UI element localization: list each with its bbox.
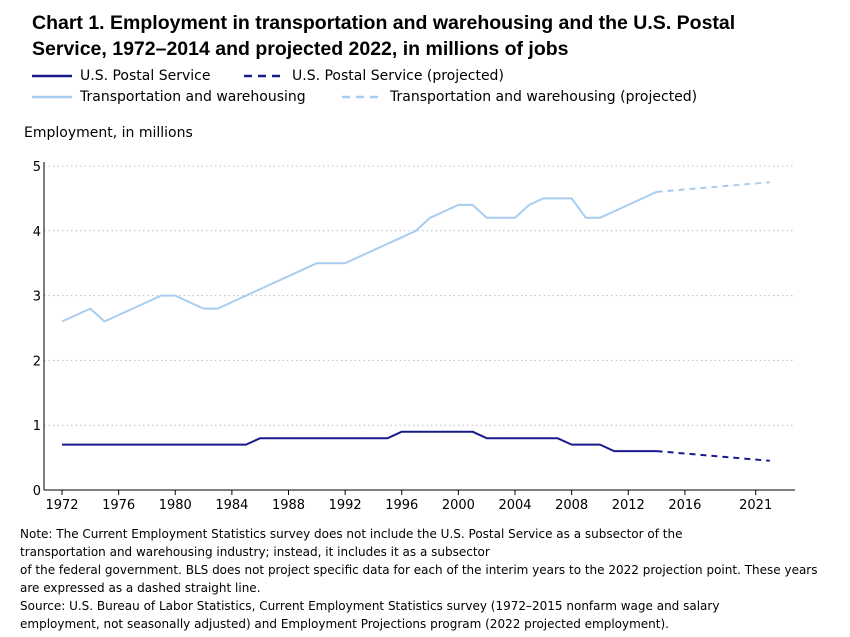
legend-swatch-transport	[32, 95, 72, 99]
legend-label-transport: Transportation and warehousing	[80, 89, 306, 105]
note-line-4: are expressed as a dashed straight line.	[20, 581, 261, 595]
legend-label-postal-projected: U.S. Postal Service (projected)	[292, 68, 504, 84]
x-tick-label-1996: 1996	[385, 498, 418, 513]
x-tick-label-1976: 1976	[102, 498, 135, 513]
x-tick-label-1980: 1980	[159, 498, 192, 513]
x-tick-label-1972: 1972	[45, 498, 78, 513]
y-tick-label-0: 0	[33, 484, 41, 499]
chart-title-line-2: Service, 1972–2014 and projected 2022, i…	[32, 38, 569, 60]
x-tick-label-2021: 2021	[739, 498, 772, 513]
x-tick-label-2012: 2012	[612, 498, 645, 513]
series-line-1	[656, 450, 770, 462]
chart-notes: Note: The Current Employment Statistics …	[20, 525, 835, 633]
series-line-0	[62, 430, 657, 453]
series-line-3	[656, 181, 770, 193]
y-tick-label-4: 4	[33, 225, 41, 240]
chart-title-line-1: Chart 1. Employment in transportation an…	[32, 12, 736, 34]
x-tick-label-2016: 2016	[668, 498, 701, 513]
x-tick-label-2008: 2008	[555, 498, 588, 513]
legend-label-postal: U.S. Postal Service	[80, 68, 211, 84]
y-axis-label: Employment, in millions	[24, 125, 193, 141]
x-tick-label-1984: 1984	[215, 498, 248, 513]
legend-item-transport-projected: Transportation and warehousing (projecte…	[342, 87, 697, 107]
legend-item-postal: U.S. Postal Service	[32, 66, 210, 86]
legend-label-transport-projected: Transportation and warehousing (projecte…	[390, 89, 698, 105]
legend-swatch-postal	[32, 74, 72, 78]
y-tick-label-5: 5	[33, 160, 41, 175]
legend-item-transport: Transportation and warehousing	[32, 87, 306, 107]
y-tick-label-2: 2	[33, 354, 41, 369]
y-tick-label-3: 3	[33, 290, 41, 305]
legend-swatch-postal-projected	[244, 74, 284, 78]
legend-item-postal-projected: U.S. Postal Service (projected)	[244, 66, 504, 86]
series-line-2	[61, 190, 658, 323]
legend-swatch-transport-projected	[342, 95, 382, 99]
chart-title: Chart 1. Employment in transportation an…	[32, 10, 832, 62]
note-line-3: of the federal government. BLS does not …	[20, 563, 818, 577]
x-tick-label-2000: 2000	[442, 498, 475, 513]
source-line-1: Source: U.S. Bureau of Labor Statistics,…	[20, 599, 720, 613]
x-tick-label-1988: 1988	[272, 498, 305, 513]
note-line-1: Note: The Current Employment Statistics …	[20, 527, 683, 541]
chart-legend: U.S. Postal Service U.S. Postal Service …	[28, 66, 828, 108]
x-tick-label-1992: 1992	[329, 498, 362, 513]
note-line-2: transportation and warehousing industry;…	[20, 545, 490, 559]
x-tick-label-2004: 2004	[498, 498, 531, 513]
y-tick-label-1: 1	[33, 419, 41, 434]
source-line-2: employment, not seasonally adjusted) and…	[20, 617, 669, 631]
line-chart: 0 1 2 3 4 5 1972 1976 1980 1984 1988 1992 1996 2000 20…	[33, 160, 795, 513]
